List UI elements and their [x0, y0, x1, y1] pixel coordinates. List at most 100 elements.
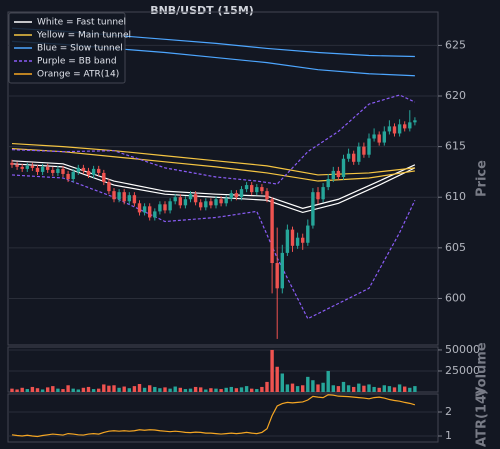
- candle-body: [61, 168, 65, 174]
- candle-body: [168, 201, 172, 211]
- legend-label: Purple = BB band: [37, 57, 117, 67]
- candle-body: [295, 237, 300, 246]
- candle-body: [40, 166, 45, 172]
- volume-bar: [346, 385, 351, 392]
- volume-bar: [132, 386, 137, 392]
- volume-bar: [367, 384, 371, 392]
- y-axis-title: Price: [475, 160, 490, 197]
- volume-bar: [122, 386, 126, 392]
- volume-bar: [234, 388, 239, 392]
- y-tick-label: 615: [445, 140, 466, 153]
- candle-body: [331, 170, 335, 180]
- volume-bar: [255, 389, 259, 392]
- candle-body: [97, 168, 101, 173]
- volume-bar: [163, 387, 167, 392]
- atr-line: [11, 394, 416, 438]
- volume-bar: [183, 389, 188, 392]
- candle-body: [20, 166, 24, 169]
- panel: [7, 346, 439, 393]
- volume-bar: [30, 386, 35, 392]
- chart-title: BNB/USDT (15M): [150, 4, 254, 17]
- candle-body: [15, 164, 19, 167]
- candle-body: [244, 185, 249, 190]
- legend-label: White = Fast tunnel: [37, 18, 126, 28]
- volume-bar: [25, 389, 29, 392]
- candle-body: [91, 168, 96, 175]
- candle-body: [219, 199, 223, 204]
- candle-body: [137, 203, 142, 213]
- candle-body: [117, 192, 121, 200]
- candle-body: [86, 170, 91, 175]
- volume-bar: [66, 385, 70, 392]
- candle-body: [285, 229, 290, 253]
- candle-body: [275, 263, 279, 289]
- volume-bar: [224, 387, 228, 392]
- candle-body: [229, 193, 233, 199]
- volume-bar: [219, 389, 223, 392]
- candle-body: [209, 201, 213, 206]
- candle-body: [102, 172, 106, 183]
- candle-body: [30, 165, 35, 168]
- candle-body: [321, 187, 325, 200]
- candle-body: [255, 187, 259, 193]
- volume-bar: [301, 385, 305, 392]
- y-tick-label: 620: [445, 89, 466, 102]
- candle-body: [260, 187, 264, 192]
- candle-body: [178, 197, 182, 206]
- overlay-line: [11, 142, 415, 176]
- volume-bar: [408, 387, 412, 392]
- candle-body: [81, 167, 86, 171]
- candle-body: [148, 206, 152, 218]
- volume-bar: [188, 388, 193, 392]
- candle-body: [224, 198, 228, 204]
- legend-label: Orange = ATR(14): [37, 70, 119, 80]
- volume-bar: [331, 385, 335, 392]
- candle-body: [306, 225, 310, 243]
- candle-body: [112, 191, 116, 200]
- volume-bar: [403, 386, 407, 392]
- volume-bar: [56, 388, 60, 392]
- y-tick-label: 2: [445, 405, 452, 418]
- volume-bar: [20, 387, 24, 392]
- volume-bar: [81, 387, 86, 392]
- candle-body: [397, 124, 402, 134]
- volume-bar: [76, 389, 80, 392]
- candle-body: [66, 173, 70, 180]
- volume-bar: [173, 386, 177, 392]
- y-tick-label: 605: [445, 241, 466, 254]
- candle-body: [127, 195, 131, 202]
- volume-bar: [148, 385, 152, 392]
- volume-bar: [392, 387, 397, 392]
- y-axis-title: Volume: [475, 342, 490, 397]
- volume-bar: [280, 373, 284, 392]
- volume-bar: [91, 389, 96, 392]
- y-tick-label: 1: [445, 429, 452, 442]
- volume-bar: [387, 386, 392, 392]
- candle-body: [377, 134, 381, 143]
- volume-bar: [377, 387, 381, 392]
- candle-body: [352, 153, 356, 162]
- volume-bar: [153, 386, 157, 392]
- candle-body: [270, 199, 274, 264]
- overlay-line: [11, 148, 415, 182]
- candle-body: [153, 211, 157, 218]
- candle-body: [290, 229, 295, 246]
- volume-bar: [86, 386, 91, 392]
- volume-bar: [413, 386, 417, 392]
- volume-bar: [316, 384, 320, 392]
- candle-body: [193, 194, 198, 203]
- volume-bar: [107, 385, 111, 392]
- volume-bar: [142, 387, 147, 392]
- volume-bar: [204, 389, 208, 392]
- y-tick-label: 50000: [445, 343, 480, 356]
- candle-body: [341, 158, 346, 177]
- volume-bar: [35, 388, 40, 392]
- candle-body: [188, 194, 193, 200]
- candle-body: [265, 191, 269, 200]
- candle-body: [250, 185, 254, 193]
- volume-bar: [97, 388, 101, 392]
- volume-bar: [357, 383, 361, 392]
- candle-body: [413, 120, 417, 123]
- candle-body: [357, 146, 361, 162]
- volume-bar: [102, 384, 106, 392]
